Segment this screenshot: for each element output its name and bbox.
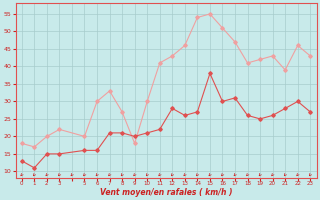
X-axis label: Vent moyen/en rafales ( km/h ): Vent moyen/en rafales ( km/h ) bbox=[100, 188, 232, 197]
